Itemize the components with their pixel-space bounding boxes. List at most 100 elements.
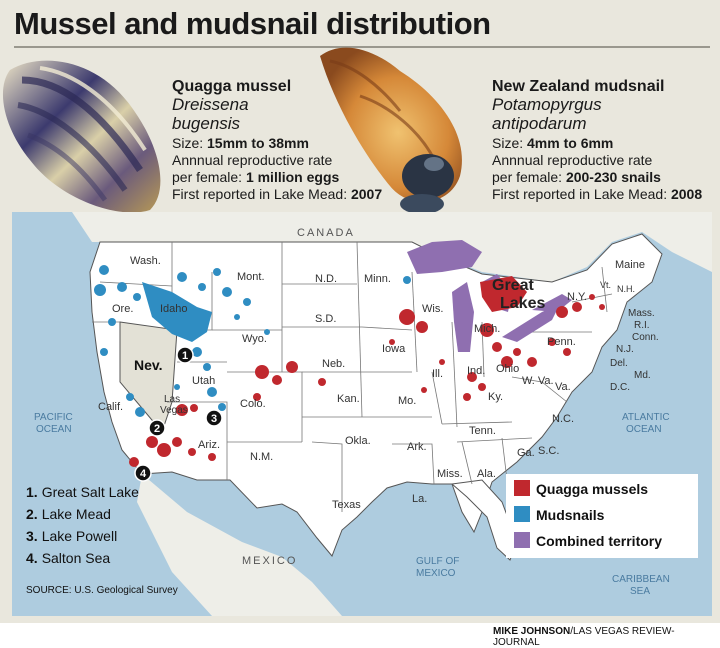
state-nj: N.J.: [616, 344, 634, 355]
source-note: SOURCE: U.S. Geological Survey: [26, 585, 178, 596]
state-conn: Conn.: [632, 332, 659, 343]
florida-land: [450, 479, 518, 561]
place-2: 2. Lake Mead: [26, 506, 111, 522]
mudsnail-rate-line2: per female: 200-230 snails: [492, 169, 702, 186]
mudsnail-info: New Zealand mudsnail Potamopyrgus antipo…: [492, 78, 702, 203]
legend-label-combined: Combined territory: [536, 533, 662, 549]
state-wyo: Wyo.: [242, 333, 267, 345]
mudsnail-first-value: 2008: [670, 186, 703, 202]
las-vegas-label-1: Las: [164, 394, 180, 405]
mudsnail-name: New Zealand mudsnail: [492, 78, 665, 95]
state-ga: Ga.: [517, 447, 535, 459]
legend-swatch-quagga: [514, 480, 530, 496]
state-neb: Neb.: [322, 358, 345, 370]
pacific-ocean-label-1: PACIFIC: [34, 412, 73, 423]
quagga-info: Quagga mussel Dreissena bugensis Size: 1…: [172, 78, 382, 203]
state-nh: N.H.: [617, 284, 635, 294]
state-okla: Okla.: [345, 435, 371, 447]
legend: Quagga mussels Mudsnails Combined territ…: [506, 474, 698, 558]
caribbean-label-2: SEA: [630, 586, 650, 597]
atlantic-ocean-label-2: OCEAN: [626, 424, 662, 435]
legend-box: [506, 474, 698, 558]
place-4: 4. Salton Sea: [26, 550, 110, 566]
photo-credit: MIKE JOHNSON/LAS VEGAS REVIEW-JOURNAL: [493, 626, 720, 648]
state-ind: Ind.: [467, 365, 485, 377]
state-vt: Vt.: [600, 280, 611, 290]
state-nev: Nev.: [134, 357, 163, 373]
marker-4: [134, 464, 152, 482]
quagga-first-label: First reported in Lake Mead:: [172, 186, 351, 202]
state-miss: Miss.: [437, 468, 463, 480]
quagga-name: Quagga mussel: [172, 78, 292, 95]
state-del: Del.: [610, 358, 628, 369]
quagga-size-label: Size:: [172, 135, 208, 151]
state-la: La.: [412, 493, 427, 505]
state-texas: Texas: [332, 499, 361, 511]
mudsnail-scientific-species: antipodarum: [492, 114, 587, 133]
state-arizona: Ariz.: [198, 439, 220, 451]
marker-4-label: 4: [140, 468, 147, 480]
state-va: Va.: [555, 381, 571, 393]
marker-3: [205, 409, 223, 427]
place-1: 1. Great Salt Lake: [26, 484, 139, 500]
state-md: Md.: [634, 370, 651, 381]
state-maine: Maine: [615, 259, 645, 271]
state-ore: Ore.: [112, 303, 133, 315]
marker-1-label: 1: [182, 350, 188, 362]
places-list: 1. Great Salt Lake 2. Lake Mead 3. Lake Pow…: [26, 484, 178, 596]
mudsnail-size-label: Size:: [492, 135, 528, 151]
mudsnail-first-label: First reported in Lake Mead:: [492, 186, 671, 202]
state-kan: Kan.: [337, 393, 360, 405]
mexico-label: MEXICO: [242, 555, 297, 567]
marker-3-label: 3: [211, 413, 217, 425]
las-vegas-label-2: Vegas: [160, 405, 188, 416]
state-sc: S.C.: [538, 445, 559, 457]
state-wva: W. Va.: [522, 375, 554, 387]
state-ky: Ky.: [488, 391, 503, 403]
quagga-scientific-species: bugensis: [172, 114, 241, 133]
state-ny: N.Y.: [567, 291, 587, 303]
quagga-first-reported: First reported in Lake Mead: 2007: [172, 186, 382, 203]
state-minn: Minn.: [364, 273, 391, 285]
title-rule: [14, 46, 710, 48]
mudsnail-areas: [94, 265, 411, 431]
legend-swatch-combined: [514, 532, 530, 548]
quagga-mussel-illustration: [2, 60, 161, 213]
state-ill: Ill.: [432, 368, 443, 380]
legend-label-quagga: Quagga mussels: [536, 481, 648, 497]
great-lakes-label-1: Great: [492, 277, 534, 294]
lake-markers: 1 2 3 4: [134, 346, 223, 482]
state-mo: Mo.: [398, 395, 416, 407]
great-lakes-label-2: Lakes: [500, 295, 545, 312]
marker-2: [148, 419, 166, 437]
state-colo: Colo.: [240, 398, 266, 410]
state-nc: N.C.: [552, 413, 574, 425]
state-ohio: Ohio: [496, 363, 519, 375]
mudsnail-scientific-genus: Potamopyrgus: [492, 95, 602, 114]
quagga-rate-line1: Annnual reproductive rate: [172, 152, 333, 168]
state-wash: Wash.: [130, 255, 161, 267]
state-tenn: Tenn.: [469, 425, 496, 437]
gulf-label-1: GULF OF: [416, 556, 459, 567]
atlantic-ocean-label-1: ATLANTIC: [622, 412, 670, 423]
state-calif: Calif.: [98, 401, 123, 413]
mudsnail-rate-label: per female:: [492, 169, 566, 185]
gulf-label-2: MEXICO: [416, 568, 456, 579]
place-3: 3. Lake Powell: [26, 528, 117, 544]
quagga-rate-label: per female:: [172, 169, 246, 185]
caribbean-label-1: CARIBBEAN: [612, 574, 670, 585]
state-mich: Mich.: [474, 323, 500, 335]
map-text: CANADA MEXICO PACIFIC OCEAN ATLANTIC OCE…: [34, 227, 670, 597]
mudsnail-illustration: [320, 47, 462, 214]
quagga-size: Size: 15mm to 38mm: [172, 135, 382, 152]
state-ala: Ala.: [477, 468, 496, 480]
quagga-rate-value: 1 million eggs: [245, 169, 340, 185]
pacific-ocean-label-2: OCEAN: [36, 424, 72, 435]
state-nd: N.D.: [315, 273, 337, 285]
quagga-size-value: 15mm to 38mm: [207, 135, 309, 151]
state-sd: S.D.: [315, 313, 336, 325]
quagga-first-value: 2007: [350, 186, 383, 202]
legend-label-mudsnail: Mudsnails: [536, 507, 605, 523]
quagga-rate-line2: per female: 1 million eggs: [172, 169, 382, 186]
state-ri: R.I.: [634, 320, 650, 331]
